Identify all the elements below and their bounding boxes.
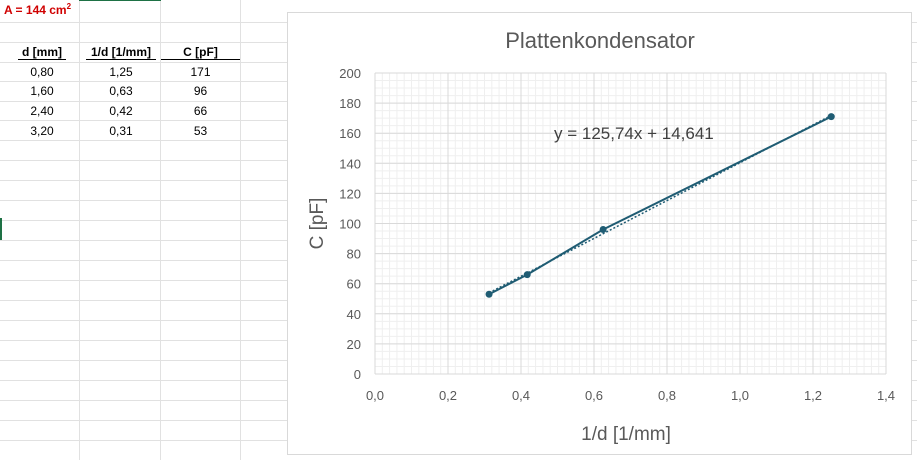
- y-tick-label: 40: [347, 307, 361, 322]
- x-axis-title: 1/d [1/mm]: [581, 424, 671, 445]
- y-tick-label: 100: [339, 217, 361, 232]
- x-tick-label: 0,4: [512, 388, 530, 403]
- y-tick-label: 200: [339, 66, 361, 81]
- y-axis-title: C [pF]: [307, 198, 328, 250]
- table-cell[interactable]: 66: [193, 104, 208, 118]
- y-tick-label: 140: [339, 156, 361, 171]
- table-cell[interactable]: 3,20: [30, 124, 54, 138]
- y-tick-label: 180: [339, 96, 361, 111]
- y-tick-label: 20: [347, 337, 361, 352]
- table-cell[interactable]: 1,25: [109, 65, 133, 79]
- y-tick-label: 60: [347, 277, 361, 292]
- x-tick-label: 0,0: [366, 388, 384, 403]
- trendline: [488, 114, 832, 294]
- header-d[interactable]: d [mm]: [18, 45, 66, 60]
- table-cell[interactable]: 171: [190, 65, 211, 79]
- area-label[interactable]: A = 144 cm2: [4, 2, 72, 17]
- x-tick-label: 0,2: [439, 388, 457, 403]
- data-point[interactable]: [523, 271, 531, 279]
- table-cell[interactable]: 0,63: [109, 84, 133, 98]
- chart-svg: 0,0 0,2 0,4 0,6 0,8 1,0 1,2 1,4 0 20 40 60 80 100 120 1…: [307, 28, 895, 445]
- x-tick-label: 0,8: [658, 388, 676, 403]
- series-line: [488, 115, 832, 296]
- x-tick-label: 1,2: [804, 388, 822, 403]
- table-cell[interactable]: 0,80: [30, 65, 54, 79]
- data-point[interactable]: [485, 290, 493, 298]
- selection-edge: [79, 0, 161, 1]
- y-tick-label: 0: [354, 367, 361, 382]
- table-cell[interactable]: 2,40: [30, 104, 54, 118]
- data-point[interactable]: [599, 226, 607, 234]
- x-tick-label: 0,6: [585, 388, 603, 403]
- table-cell[interactable]: 53: [193, 124, 208, 138]
- header-inverse-d[interactable]: 1/d [1/mm]: [86, 45, 156, 60]
- selection-marker: [0, 218, 2, 240]
- x-tick-label: 1,0: [731, 388, 749, 403]
- trendline-equation: y = 125,74x + 14,641: [554, 124, 714, 143]
- table-cell[interactable]: 1,60: [30, 84, 54, 98]
- y-tick-label: 120: [339, 186, 361, 201]
- y-tick-label: 80: [347, 247, 361, 262]
- table-cell[interactable]: 96: [193, 84, 208, 98]
- y-tick-label: 160: [339, 126, 361, 141]
- header-capacitance[interactable]: C [pF]: [161, 45, 240, 60]
- data-point[interactable]: [827, 113, 835, 121]
- table-cell[interactable]: 0,31: [109, 124, 133, 138]
- chart-title: Plattenkondensator: [505, 28, 695, 53]
- chart-container[interactable]: 0,0 0,2 0,4 0,6 0,8 1,0 1,2 1,4 0 20 40 60 80 100 120 1…: [287, 12, 912, 455]
- x-tick-label: 1,4: [877, 388, 895, 403]
- table-cell[interactable]: 0,42: [109, 104, 133, 118]
